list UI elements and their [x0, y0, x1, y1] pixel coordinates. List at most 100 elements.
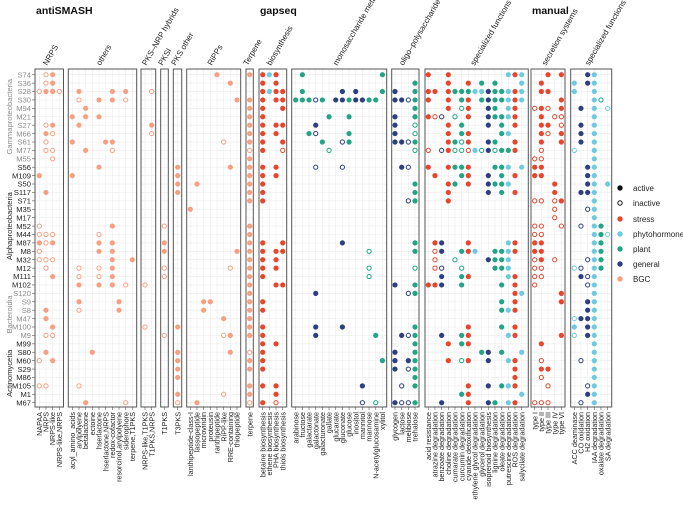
dot-M12-trehalose-inactive [412, 265, 418, 271]
dot-S30-IAA-degradation-active [591, 97, 597, 103]
dot-M12-NRPS-inactive [43, 265, 49, 271]
dot-S56-terpene-active [247, 164, 253, 170]
dot-S27-arylpolyene-active [76, 122, 82, 128]
dot-S61-glucose-active [346, 139, 352, 145]
dot-S28-trehalose-active [412, 88, 418, 95]
legend-BGC-icon [617, 276, 623, 282]
dot-M60-ROS-degradation-active [512, 358, 518, 364]
dot-M12-lignine-degradation-active [492, 265, 498, 271]
dot-S9-ROS-degradation-active [512, 299, 518, 305]
column-label: NAPAA [35, 412, 44, 436]
dot-S74-PHA-biosynthesis-active [273, 72, 279, 78]
dot-S27-thiols-biosynthesis-active [280, 122, 286, 128]
dot-S80-glycerol-degradation-active [479, 349, 485, 355]
dot-M21-atrazine-degradation-inactive [432, 114, 438, 120]
column-label: microviridin [199, 412, 208, 448]
dot-M55-type-II-inactive [538, 156, 544, 162]
dot-M8-IAA-degradation-active [591, 248, 597, 254]
dot-S74-ranthipeptide-active [214, 72, 220, 78]
dot-M60-xylitol-active [379, 358, 386, 364]
dot-M77-choline-degradation-active [445, 147, 451, 153]
dot-M99-curcumin-degradation-active [459, 341, 465, 347]
dot-M67-melibiose-inactive [405, 400, 411, 406]
dot-M102-hserlactone-active [96, 282, 102, 288]
dot-M47-IAA-degradation-active [591, 315, 597, 322]
dot-M60-IAA-degradation-active [591, 358, 597, 364]
dot-M105-mannitol-active [359, 383, 365, 389]
dot-M111-T1PKS-inactive [161, 273, 167, 280]
legend-active-label: active [633, 184, 654, 193]
dot-S8-H2-oxidation-active [585, 307, 591, 313]
dot-M66-trehalose-inactive [412, 130, 418, 137]
dot-S117-CO-oxidation-active [578, 189, 584, 196]
dot-S117-IAA-degradation-active [591, 189, 597, 196]
dot-M32-type-IV-inactive [552, 257, 558, 263]
dot-S27-ROS-degradation-active [512, 122, 518, 128]
column-label: siderophore [121, 412, 130, 450]
dot-M8-NAPAA-inactive [36, 248, 42, 254]
column-label: NRPS-like,NRPS [55, 412, 64, 467]
dot-M100-betaine-biosynthesis-active [260, 324, 266, 330]
column-label: mannose [365, 412, 374, 442]
dot-S56-RRE-containing-active [227, 164, 233, 170]
dot-M67-betalactone-active [83, 400, 89, 406]
dot-M100-terpene-active [247, 324, 253, 330]
dot-M105-terpene-active [247, 383, 253, 389]
dot-M47-H2-oxidation-active [585, 315, 591, 322]
dot-M21-acyl-amino-acids-active [69, 114, 75, 120]
dot-S27-trehalose-inactive [412, 122, 418, 128]
column-label: oxalate degradation [597, 412, 606, 475]
dot-M21-type-IV-inactive [552, 114, 558, 120]
dot-S61-betaine-biosynthesis-active [260, 139, 266, 145]
dot-M99-PHA-biosynthesis-active [273, 341, 279, 347]
dot-M35-H2-oxidation-inactive [585, 206, 591, 212]
dot-M109-atrazine-degradation-active [432, 173, 438, 179]
dot-M66-choline-degradation-active [445, 130, 451, 137]
strain-label: S50 [17, 180, 31, 189]
dot-S50-IAA-degradation-active [591, 181, 597, 187]
dot-S74-choline-degradation-active [445, 72, 451, 78]
dot-S30-thiols-biosynthesis-active [280, 97, 286, 103]
dot-M102-glycogen-active [392, 282, 398, 288]
dot-S50-T3PKS-active [175, 181, 181, 187]
dot-M21-cyanide-detoxification-active [465, 114, 471, 120]
dot-M8-benzoate-degradation-active [439, 248, 445, 254]
dot-M100-gluconate-active [339, 324, 345, 330]
group-label: Gammaproteobacteria [5, 78, 14, 154]
column-label: acyl_amino_acids [68, 412, 77, 470]
dot-S80-trehalose-active [412, 349, 418, 355]
dot-S27-CO-oxidation-active [578, 122, 584, 128]
dot-S80-RRE-containing-active [227, 349, 233, 355]
dot-M111-IAA-degradation-active [591, 273, 597, 280]
dot-M52-T1PKS-inactive [161, 223, 167, 229]
panel-header: biosynthesis [265, 24, 295, 67]
dot-M32-type-II-active [538, 257, 544, 263]
dot-M100-NRPS-like-T1PKS-inactive [142, 324, 148, 330]
dot-M87-hserlactone-active [96, 240, 102, 246]
dot-M60-terpene-active [247, 358, 253, 364]
dot-M12-curcumin-degradation-inactive [459, 265, 465, 271]
dot-S56-galactonate-inactive [313, 164, 319, 170]
dot-M67-N-acetylglucosamine-inactive [373, 400, 379, 406]
dot-M105-isoprenoid-biosynthesis-active [485, 383, 491, 389]
dot-M102-H2-oxidation-inactive [585, 282, 591, 288]
panel-border [570, 68, 613, 408]
dot-M44-NRPS-inactive [43, 231, 49, 238]
dot-M66-NRPS-active [43, 130, 49, 137]
legend-plant-label: plant [633, 245, 651, 254]
dot-S27-galactonate-active [313, 122, 319, 128]
dot-S56-lactose-active [399, 164, 405, 170]
dot-S36-PHA-biosynthesis-active [273, 80, 279, 86]
dot-M66-curcumin-degradation-active [459, 130, 465, 137]
dot-S28-lignine-degradation-active [492, 88, 498, 95]
dot-S9-IAA-degradation-active [591, 299, 597, 305]
dot-M55-NRPS-like-inactive [50, 156, 56, 162]
dot-M105-NRPS-inactive [43, 383, 49, 389]
dot-S28-IAA-degradation-active [591, 88, 597, 95]
dot-S56-type-II-active [538, 164, 544, 170]
dot-M77-betaine-biosynthesis-active [260, 147, 266, 153]
legend-BGC-label: BGC [633, 275, 651, 284]
strain-label: S71 [17, 197, 31, 206]
dot-M87-NRPS-like-active [50, 240, 56, 246]
dot-M12-oleate-degradation-active [499, 265, 505, 271]
